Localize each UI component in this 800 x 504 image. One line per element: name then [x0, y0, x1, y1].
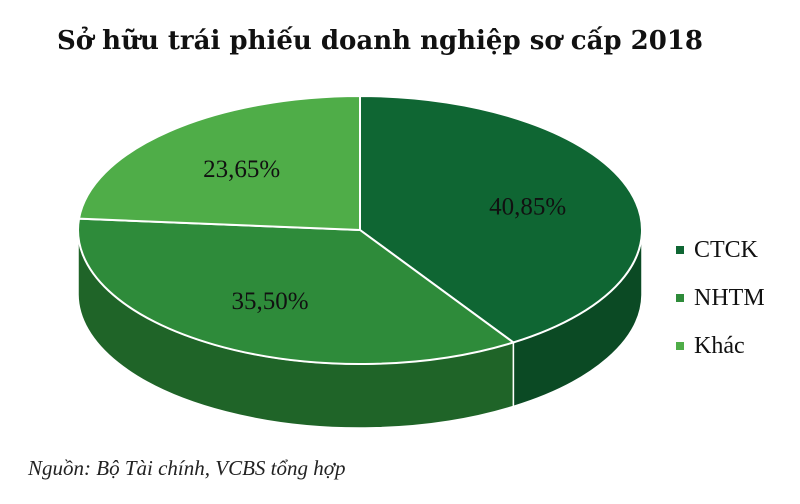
pie-slice-khac	[77, 94, 361, 232]
legend: CTCK NHTM Khác	[676, 226, 765, 370]
legend-item-khac: Khác	[676, 322, 765, 370]
legend-label-nhtm: NHTM	[694, 284, 765, 311]
pie-slice-nhtm	[77, 217, 516, 365]
legend-swatch-ctck	[676, 246, 684, 254]
legend-label-khac: Khác	[694, 332, 745, 359]
legend-swatch-khac	[676, 342, 684, 350]
chart-title: Sở hữu trái phiếu doanh nghiệp sơ cấp 20…	[56, 26, 704, 56]
slice-label-ctck: 40,85%	[489, 193, 566, 220]
slice-label-nhtm: 35,50%	[232, 288, 309, 315]
legend-swatch-nhtm	[676, 294, 684, 302]
slice-label-khac: 23,65%	[203, 156, 280, 183]
legend-label-ctck: CTCK	[694, 236, 759, 263]
legend-item-ctck: CTCK	[676, 226, 765, 274]
legend-item-nhtm: NHTM	[676, 274, 765, 322]
source-note: Nguồn: Bộ Tài chính, VCBS tổng hợp	[28, 456, 346, 480]
